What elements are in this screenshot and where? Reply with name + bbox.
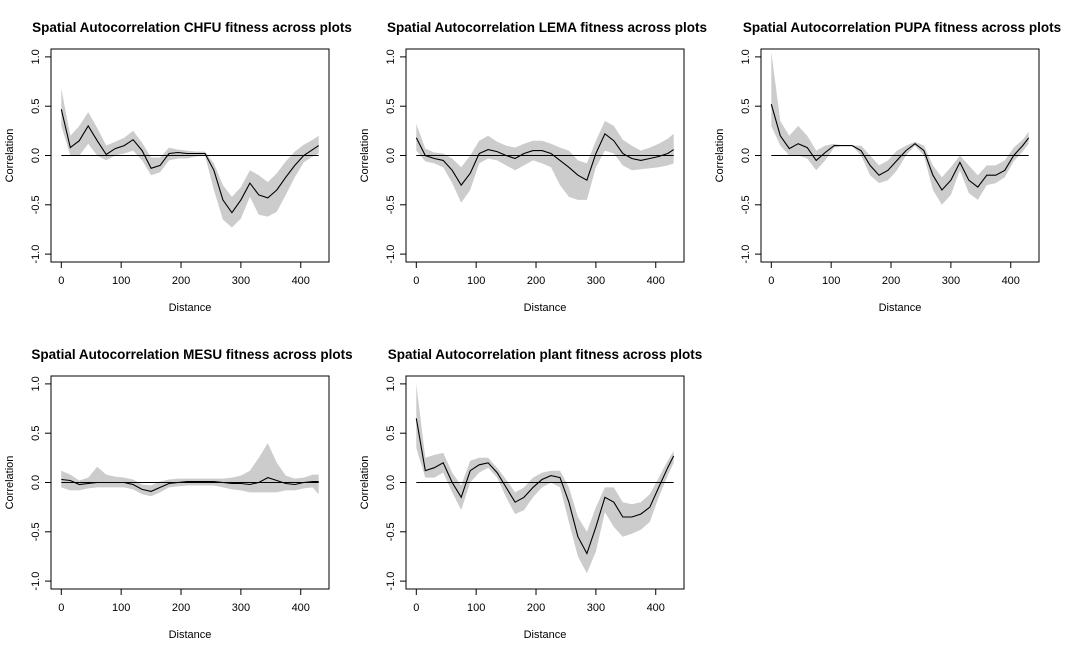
y-tick-label: -1.0 xyxy=(30,245,42,264)
y-tick-label: 0.0 xyxy=(385,475,397,490)
x-axis-label: Distance xyxy=(879,302,922,314)
y-tick-label: 0.0 xyxy=(30,148,42,163)
confidence-band xyxy=(416,121,674,203)
y-axis: -1.0 -0.5 0.0 0.5 1.0 xyxy=(740,49,761,264)
y-tick-label: -1.0 xyxy=(385,245,397,264)
y-tick-label: 0.5 xyxy=(30,99,42,114)
x-tick-label: 0 xyxy=(413,602,419,614)
x-axis: 0 100 200 300 400 xyxy=(768,262,1020,287)
y-axis-label: Correlation xyxy=(4,456,16,510)
x-tick-label: 100 xyxy=(112,602,130,614)
x-tick-label: 200 xyxy=(172,602,190,614)
y-tick-label: -0.5 xyxy=(385,522,397,541)
y-tick-label: 0.0 xyxy=(30,475,42,490)
x-tick-label: 300 xyxy=(942,275,960,287)
y-tick-label: -1.0 xyxy=(385,572,397,591)
y-tick-label: 0.5 xyxy=(385,426,397,441)
y-tick-label: 0.0 xyxy=(740,148,752,163)
panel-mesu: Spatial Autocorrelation MESU fitness acr… xyxy=(4,347,353,641)
y-axis: -1.0 -0.5 0.0 0.5 1.0 xyxy=(385,376,406,591)
correlation-line xyxy=(60,109,320,214)
y-axis-label: Correlation xyxy=(4,129,16,183)
panel-title: Spatial Autocorrelation CHFU fitness acr… xyxy=(32,20,352,35)
y-tick-label: 1.0 xyxy=(740,49,752,64)
y-tick-label: 1.0 xyxy=(30,49,42,64)
correlation-line xyxy=(61,477,319,492)
y-tick-label: 0.0 xyxy=(385,148,397,163)
x-tick-label: 400 xyxy=(292,275,310,287)
x-tick-label: 200 xyxy=(172,275,190,287)
x-tick-label: 0 xyxy=(413,275,419,287)
y-axis: -1.0 -0.5 0.0 0.5 1.0 xyxy=(30,49,51,264)
y-tick-label: -0.5 xyxy=(385,195,397,214)
x-tick-label: 0 xyxy=(58,602,64,614)
x-tick-label: 300 xyxy=(232,602,250,614)
y-tick-label: -0.5 xyxy=(740,195,752,214)
correlation-line xyxy=(415,132,674,187)
x-tick-label: 400 xyxy=(647,275,665,287)
y-tick-label: 1.0 xyxy=(30,376,42,391)
x-axis: 0 100 200 300 400 xyxy=(58,262,310,287)
y-tick-label: -1.0 xyxy=(740,245,752,264)
y-axis-label: Correlation xyxy=(359,129,371,183)
x-tick-label: 0 xyxy=(58,275,64,287)
y-tick-label: 1.0 xyxy=(385,376,397,391)
panel-plant: Spatial Autocorrelation plant fitness ac… xyxy=(359,347,702,641)
x-tick-label: 200 xyxy=(882,275,900,287)
confidence-band xyxy=(61,88,319,228)
y-tick-label: 0.5 xyxy=(740,99,752,114)
panel-chfu: Spatial Autocorrelation CHFU fitness acr… xyxy=(4,20,352,314)
y-tick-label: 0.5 xyxy=(385,99,397,114)
x-axis-label: Distance xyxy=(169,302,212,314)
x-tick-label: 200 xyxy=(527,602,545,614)
x-tick-label: 100 xyxy=(467,602,485,614)
panel-pupa: Spatial Autocorrelation PUPA fitness acr… xyxy=(714,20,1061,314)
x-axis: 0 100 200 300 400 xyxy=(413,262,665,287)
x-tick-label: 400 xyxy=(292,602,310,614)
y-tick-label: -0.5 xyxy=(30,522,42,541)
panel-lema: Spatial Autocorrelation LEMA fitness acr… xyxy=(359,20,707,314)
x-tick-label: 100 xyxy=(112,275,130,287)
x-axis-label: Distance xyxy=(524,302,567,314)
x-tick-label: 200 xyxy=(527,275,545,287)
confidence-band xyxy=(771,52,1029,205)
panel-title: Spatial Autocorrelation PUPA fitness acr… xyxy=(743,20,1061,35)
x-axis-label: Distance xyxy=(524,629,567,641)
y-axis-label: Correlation xyxy=(714,129,726,183)
x-tick-label: 100 xyxy=(467,275,485,287)
x-axis: 0 100 200 300 400 xyxy=(58,589,310,614)
y-tick-label: 0.5 xyxy=(30,426,42,441)
panel-title: Spatial Autocorrelation LEMA fitness acr… xyxy=(387,20,707,35)
x-tick-label: 300 xyxy=(232,275,250,287)
y-axis: -1.0 -0.5 0.0 0.5 1.0 xyxy=(385,49,406,264)
x-tick-label: 400 xyxy=(647,602,665,614)
x-tick-label: 300 xyxy=(587,602,605,614)
x-tick-label: 300 xyxy=(587,275,605,287)
x-axis: 0 100 200 300 400 xyxy=(413,589,665,614)
correlation-line xyxy=(770,104,1030,191)
panel-title: Spatial Autocorrelation plant fitness ac… xyxy=(388,347,703,362)
y-tick-label: -1.0 xyxy=(30,572,42,591)
y-axis: -1.0 -0.5 0.0 0.5 1.0 xyxy=(30,376,51,591)
x-tick-label: 100 xyxy=(822,275,840,287)
y-tick-label: -0.5 xyxy=(30,195,42,214)
x-tick-label: 400 xyxy=(1002,275,1020,287)
x-axis-label: Distance xyxy=(169,629,212,641)
y-axis-label: Correlation xyxy=(359,456,371,510)
y-tick-label: 1.0 xyxy=(385,49,397,64)
panel-title: Spatial Autocorrelation MESU fitness acr… xyxy=(31,347,352,362)
correlation-line xyxy=(415,418,675,555)
x-tick-label: 0 xyxy=(768,275,774,287)
